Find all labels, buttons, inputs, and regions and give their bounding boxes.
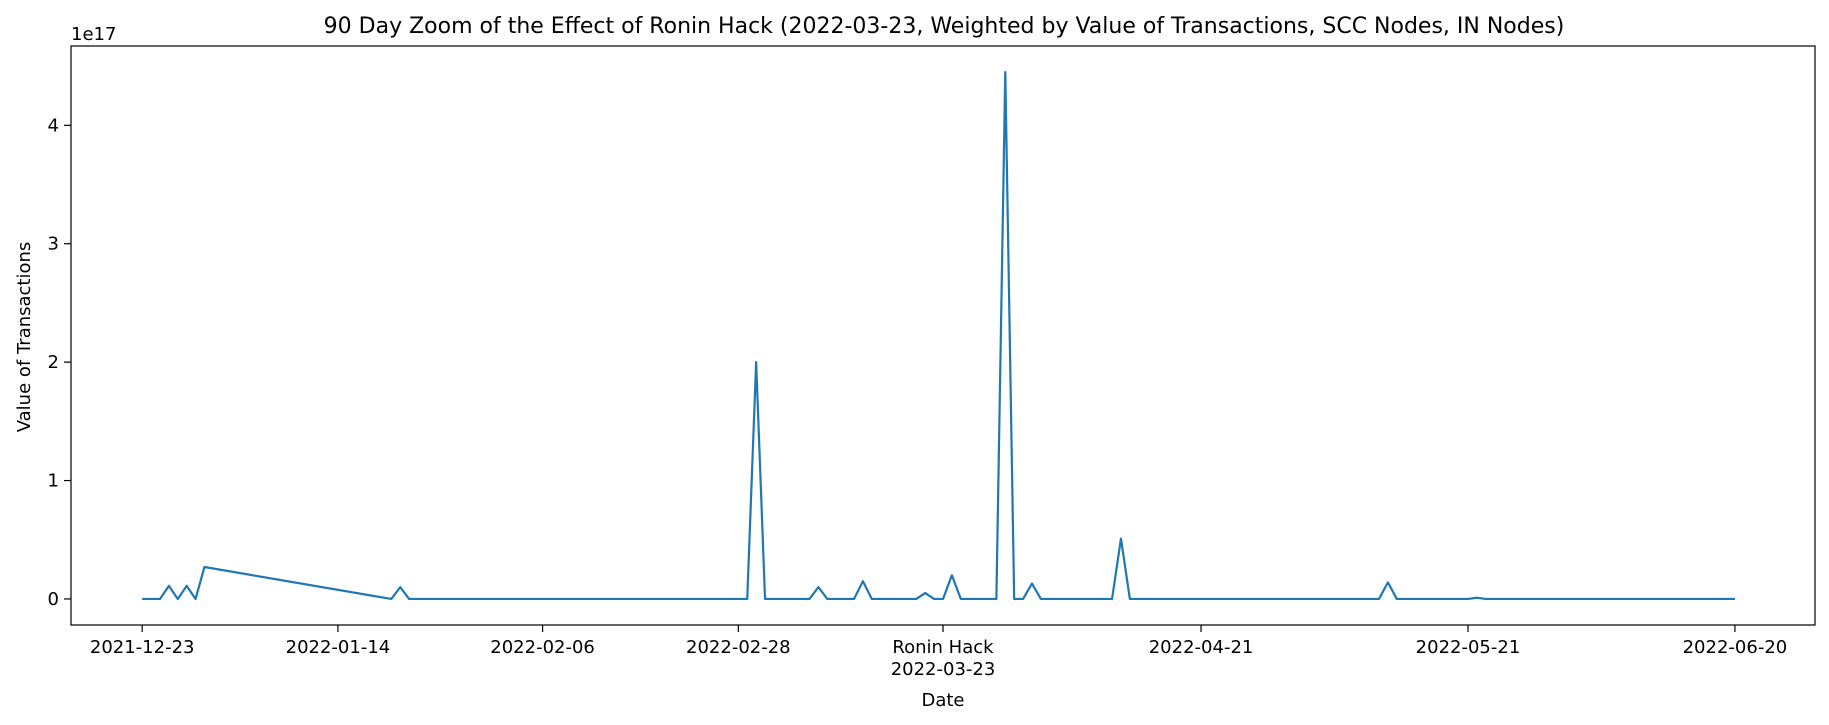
y-tick-label: 2: [48, 352, 59, 373]
x-tick-label: 2022-02-06: [490, 637, 595, 658]
series-layer: [142, 70, 1735, 601]
x-tick-label: 2021-12-23: [90, 637, 195, 658]
x-tick-label: 2022-04-21: [1149, 637, 1254, 658]
x-tick-label: 2022-01-14: [286, 637, 391, 658]
y-tick-label: 4: [48, 115, 59, 136]
ticks-layer: 2021-12-23 2022-01-14 2022-02-06 2022-02-28…: [48, 115, 1788, 680]
plot-frame: [70, 45, 1816, 626]
x-tick-label: Ronin Hack: [892, 637, 994, 658]
x-tick-label: 2022-02-28: [686, 637, 791, 658]
y-tick-label: 1: [48, 471, 59, 492]
y-tick-label: 3: [48, 234, 59, 255]
chart-title: 90 Day Zoom of the Effect of Ronin Hack …: [324, 14, 1565, 39]
y-tick-label: 0: [48, 589, 59, 610]
x-tick-label: 2022-06-20: [1683, 637, 1788, 658]
series-line: [142, 70, 1735, 601]
y-axis-label: Value of Transactions: [14, 242, 35, 433]
x-tick-label-date: 2022-03-23: [891, 659, 996, 680]
x-axis-label: Date: [921, 690, 964, 711]
x-tick-label: 2022-05-21: [1416, 637, 1521, 658]
y-offset-label: 1e17: [71, 24, 116, 45]
